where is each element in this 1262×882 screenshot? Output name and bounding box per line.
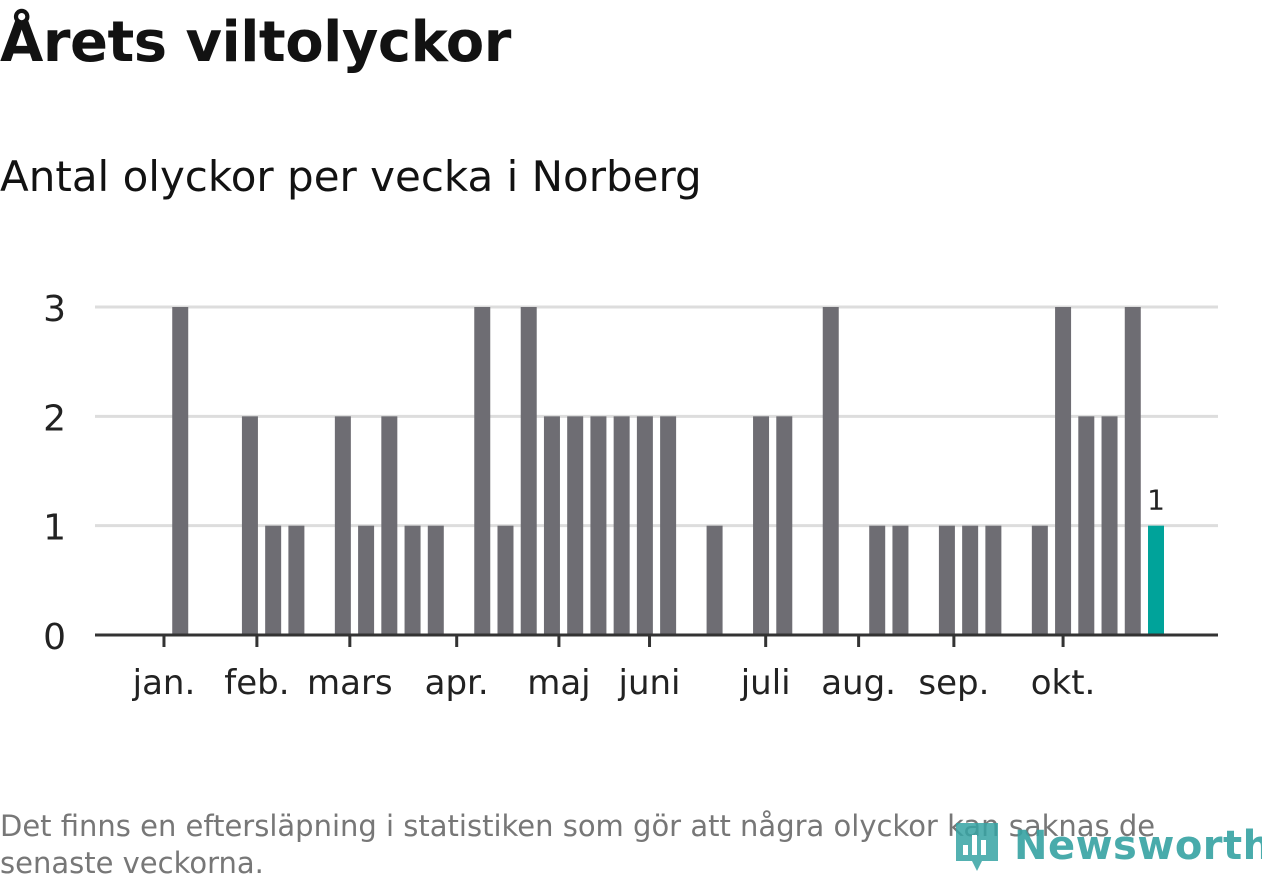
bar xyxy=(497,525,514,635)
bar xyxy=(520,307,537,635)
y-tick-label: 1 xyxy=(43,508,66,549)
bar xyxy=(404,525,421,635)
bar xyxy=(985,525,1002,635)
x-tick-label: okt. xyxy=(1031,663,1096,703)
x-tick-label: aug. xyxy=(821,663,896,703)
y-tick-label: 2 xyxy=(43,398,66,439)
bar xyxy=(1124,307,1141,635)
bar xyxy=(869,525,886,635)
bar xyxy=(358,525,375,635)
bar xyxy=(474,307,491,635)
bar xyxy=(381,416,398,635)
bar xyxy=(938,525,955,635)
y-tick-label: 0 xyxy=(43,617,66,658)
bar xyxy=(613,416,630,635)
bar xyxy=(543,416,560,635)
x-tick-label: juli xyxy=(740,663,791,703)
bar-chart: 0 1 2 3 jan. feb. mars apr. maj juni juli aug. sep. o… xyxy=(43,289,1218,703)
x-tick-label: maj xyxy=(527,663,590,703)
bar xyxy=(334,416,351,635)
bar-highlight xyxy=(1148,525,1164,635)
bar-chart-icon xyxy=(956,823,998,871)
bar xyxy=(172,307,189,635)
bar xyxy=(962,525,979,635)
bar xyxy=(265,525,282,635)
bar xyxy=(590,416,607,635)
x-tick-label: apr. xyxy=(425,663,489,703)
bar xyxy=(567,416,584,635)
x-tick-label: juni xyxy=(618,663,681,703)
bar xyxy=(1078,416,1095,635)
bar xyxy=(1101,416,1118,635)
bar xyxy=(660,416,677,635)
bar xyxy=(288,525,305,635)
logo-text: Newsworthy xyxy=(1014,823,1262,869)
chart-subtitle: Antal olyckor per vecka i Norberg xyxy=(0,152,702,201)
bar xyxy=(753,416,770,635)
x-tick-label: mars xyxy=(307,663,393,703)
bar xyxy=(241,416,258,635)
bar xyxy=(706,525,723,635)
bar xyxy=(636,416,653,635)
bar xyxy=(892,525,909,635)
bar xyxy=(1031,525,1048,635)
bar xyxy=(776,416,793,635)
x-tick-label: sep. xyxy=(918,663,989,703)
data-label: 1 xyxy=(1147,484,1165,517)
x-tick-label: jan. xyxy=(132,663,196,703)
x-tick-label: feb. xyxy=(224,663,289,703)
newsworthy-logo: Newsworthy xyxy=(952,816,1262,876)
chart-title: Årets viltolyckor xyxy=(0,10,511,75)
bar xyxy=(1055,307,1072,635)
bar xyxy=(427,525,444,635)
y-tick-label: 3 xyxy=(43,289,66,330)
bar xyxy=(822,307,839,635)
